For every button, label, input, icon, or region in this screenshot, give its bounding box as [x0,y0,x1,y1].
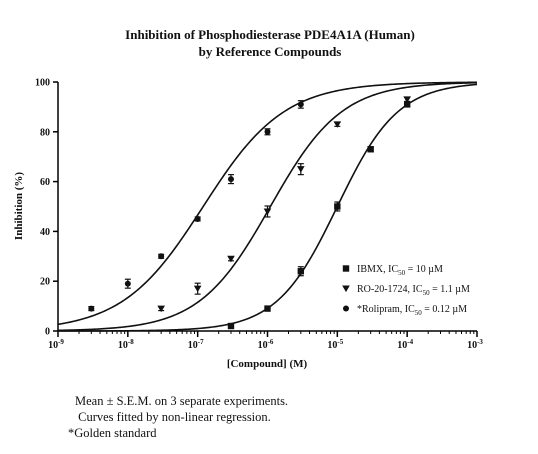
y-ticks: 0 20 40 60 80 100 [35,78,58,338]
data-point [264,305,271,312]
data-point [157,305,165,313]
legend-label: *Rolipram, IC50 = 0.12 µM [357,304,467,317]
x-tick-label: 10-4 [397,338,413,351]
data-point [297,101,304,108]
x-tick-label: 10-7 [188,338,204,351]
footnote-3: *Golden standard [68,426,157,440]
data-points [88,96,411,330]
data-point [263,208,272,216]
x-tick-label: 10-5 [327,338,343,351]
y-tick-label: 60 [40,177,50,188]
x-tick-label: 10-3 [467,338,483,351]
data-point [334,203,341,210]
legend-label: IBMX, IC50 = 10 µM [357,264,443,277]
x-tick-label: 10-8 [118,338,134,351]
data-point [227,255,235,263]
y-tick-label: 20 [40,277,50,288]
data-point [158,253,165,260]
legend: IBMX, IC50 = 10 µM RO-20-1724, IC50 = 1.1… [342,264,470,317]
y-axis-label: Inhibition (%) [13,172,25,240]
footnote-2: Curves fitted by non-linear regression. [75,410,271,424]
legend-marker [342,285,350,293]
data-point [124,280,131,287]
data-point [194,215,201,222]
legend-marker [343,305,349,312]
data-point [297,166,305,173]
data-point [297,268,305,275]
data-point [227,176,234,183]
x-tick-label: 10-9 [48,338,64,351]
data-point [193,285,202,293]
y-tick-label: 40 [40,227,50,238]
data-point [403,96,411,104]
data-point [367,146,374,153]
chart-title-line-1: Inhibition of Phosphodiesterase PDE4A1A … [125,27,415,42]
data-point [88,305,95,312]
data-point [403,101,411,108]
legend-marker [342,265,350,272]
x-ticks: 10-9 10-8 10-7 10-6 10-5 10-4 10-3 [48,331,483,351]
data-point [264,128,271,135]
legend-label: RO-20-1724, IC50 = 1.1 µM [357,284,470,297]
chart-title-line-2: by Reference Compounds [199,44,342,59]
fitted-curve [57,81,478,326]
y-tick-label: 80 [40,127,50,138]
x-tick-label: 10-6 [258,338,274,351]
data-point [227,322,235,330]
x-axis-label: [Compound] (M) [227,358,308,370]
data-point [333,121,342,128]
y-tick-label: 0 [45,327,50,338]
footnotes: Mean ± S.E.M. on 3 separate experiments.… [68,394,288,440]
y-tick-label: 100 [35,78,50,89]
footnote-1: Mean ± S.E.M. on 3 separate experiments. [75,394,288,408]
